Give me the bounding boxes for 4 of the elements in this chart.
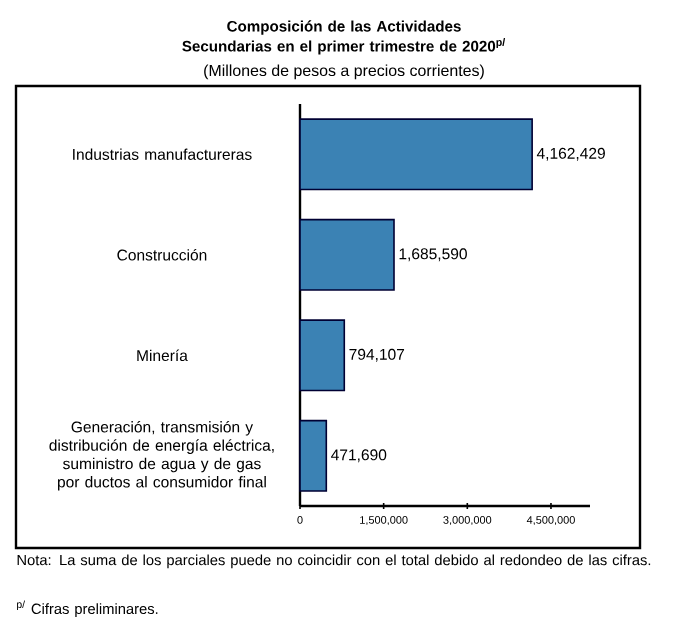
bar xyxy=(299,319,346,392)
bar xyxy=(299,419,328,492)
bar xyxy=(299,218,395,291)
bar xyxy=(299,118,533,191)
